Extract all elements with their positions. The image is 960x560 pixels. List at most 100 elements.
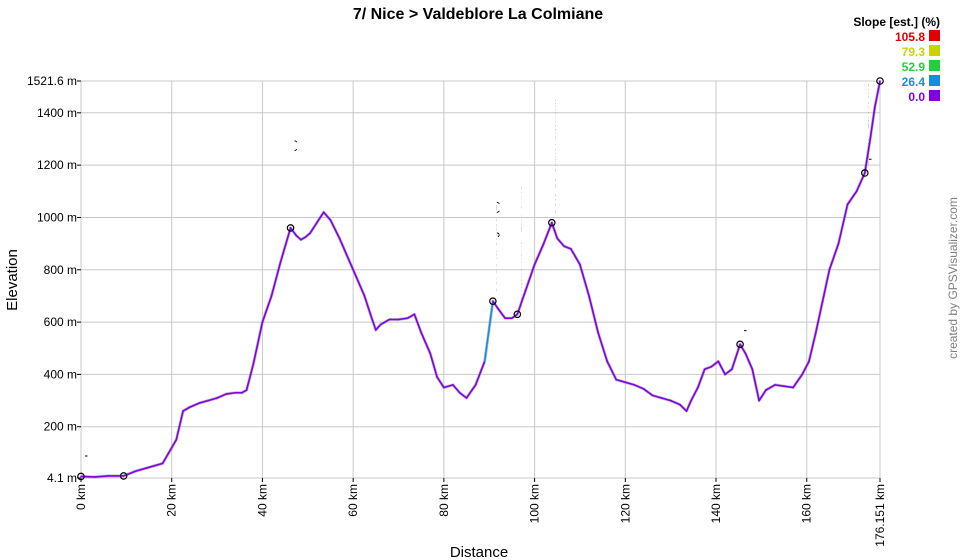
elevation-segment	[533, 242, 545, 266]
chart-title: 7/ Nice > Valdeblore La Colmiane	[353, 6, 603, 23]
elevation-segment	[189, 402, 200, 408]
elevation-segment	[792, 373, 804, 389]
waypoint-label: ravitaillement - La Penne	[512, 186, 524, 308]
elevation-segment	[300, 236, 307, 241]
elevation-segment	[697, 368, 706, 389]
plot-area: départ - Nice km 0 Col de Vence (1) Col de …	[77, 0, 887, 481]
elevation-segment	[175, 410, 184, 441]
elevation-segment	[873, 80, 881, 109]
elevation-segment	[304, 232, 311, 238]
elevation-segment	[524, 263, 536, 292]
elevation-segment	[828, 242, 840, 271]
elevation-segment	[815, 300, 824, 334]
elevation-segment	[80, 475, 96, 478]
elevation-segment	[279, 227, 292, 263]
elevation-segment	[837, 203, 849, 245]
elevation-segment	[295, 234, 302, 241]
elevation-segment	[270, 261, 282, 297]
y-tick-label: 1200 m	[37, 158, 77, 172]
elevation-segment	[182, 406, 191, 412]
elevation-shadow	[80, 80, 882, 479]
elevation-segment	[751, 368, 760, 402]
legend-value: 105.8	[895, 30, 925, 44]
elevation-segment	[744, 352, 754, 370]
elevation-segment	[289, 227, 298, 237]
elevation-segment	[356, 279, 366, 297]
waypoint-marker	[876, 77, 884, 85]
elevation-segment	[516, 289, 527, 316]
elevation-segment	[420, 331, 432, 355]
elevation-segment	[570, 248, 581, 266]
elevation-segment	[316, 211, 325, 224]
elevation-segment	[198, 399, 209, 405]
x-tick-label: 140 km	[709, 484, 723, 523]
elevation-segment	[801, 360, 810, 376]
plot-frame	[80, 80, 881, 479]
y-tick-label: 200 m	[44, 420, 77, 434]
elevation-segment	[765, 384, 776, 391]
waypoint-label: Côte de Saint-Antonin...	[547, 99, 559, 216]
elevation-segment	[134, 466, 150, 473]
elevation-segment	[642, 388, 654, 397]
x-axis-title: Distance	[450, 544, 508, 560]
elevation-segment	[413, 313, 422, 334]
elevation-segment	[717, 360, 726, 376]
x-tick-label: 60 km	[346, 484, 360, 517]
elevation-segment	[329, 219, 341, 240]
elevation-segment	[492, 300, 500, 310]
elevation-profile	[80, 80, 882, 479]
elevation-segment	[148, 462, 164, 469]
elevation-segment	[225, 391, 237, 395]
elevation-segment	[588, 295, 599, 334]
waypoint-marker	[286, 224, 295, 232]
elevation-segment	[651, 394, 663, 399]
elevation-segment	[669, 399, 681, 406]
elevation-segment	[207, 397, 218, 402]
legend-swatch	[929, 90, 940, 101]
x-tick-label: 80 km	[437, 484, 451, 517]
elevation-segment	[869, 106, 876, 140]
waypoint-marker	[861, 169, 869, 177]
waypoint-marker	[736, 340, 744, 349]
elevation-segment	[429, 352, 438, 378]
y-tick-label: 1000 m	[37, 210, 77, 224]
elevation-segment	[161, 439, 178, 465]
x-tick-label: 0 km	[74, 484, 88, 510]
elevation-segment	[739, 343, 747, 355]
elevation-segment	[406, 313, 416, 319]
legend-value: 52.9	[902, 60, 926, 74]
legend-swatch	[929, 60, 940, 71]
elevation-segment	[821, 268, 831, 302]
elevation-segment	[660, 397, 672, 402]
elevation-segment	[458, 391, 468, 399]
x-tick-label: 176.151 km	[873, 484, 887, 547]
elevation-segment	[774, 384, 785, 387]
x-tick-label: 160 km	[800, 484, 814, 523]
y-tick-label: 4.1 m	[47, 471, 77, 485]
elevation-segment	[633, 384, 645, 390]
elevation-segment	[678, 403, 688, 412]
legend-value: 79.3	[902, 45, 926, 59]
legend-title: Slope [est.] (%)	[853, 15, 940, 29]
legend-value: 26.4	[902, 75, 926, 89]
elevation-segment	[606, 360, 618, 381]
elevation-segment	[731, 343, 741, 370]
elevation-segment	[397, 317, 409, 321]
waypoint-marker	[489, 297, 497, 305]
x-tick-label: 20 km	[165, 484, 179, 517]
legend-swatch	[929, 45, 940, 56]
elevation-segment	[758, 389, 767, 402]
elevation-segment	[497, 308, 506, 319]
legend-swatch	[929, 30, 940, 41]
elevation-segment	[452, 384, 461, 394]
elevation-segment	[93, 475, 110, 478]
waypoint-label: Col de la Sigale (2)	[488, 201, 500, 295]
elevation-segment	[216, 393, 227, 399]
waypoint-label: arrivée - Valdeblore La Colmiane	[875, 0, 887, 74]
elevation-segment	[443, 384, 454, 389]
elevation-segment	[252, 321, 264, 365]
credit-text: created by GPSVisualizer.com	[946, 197, 960, 359]
elevation-segment	[370, 316, 377, 331]
elevation-segment	[309, 221, 318, 234]
elevation-segment	[563, 245, 572, 250]
